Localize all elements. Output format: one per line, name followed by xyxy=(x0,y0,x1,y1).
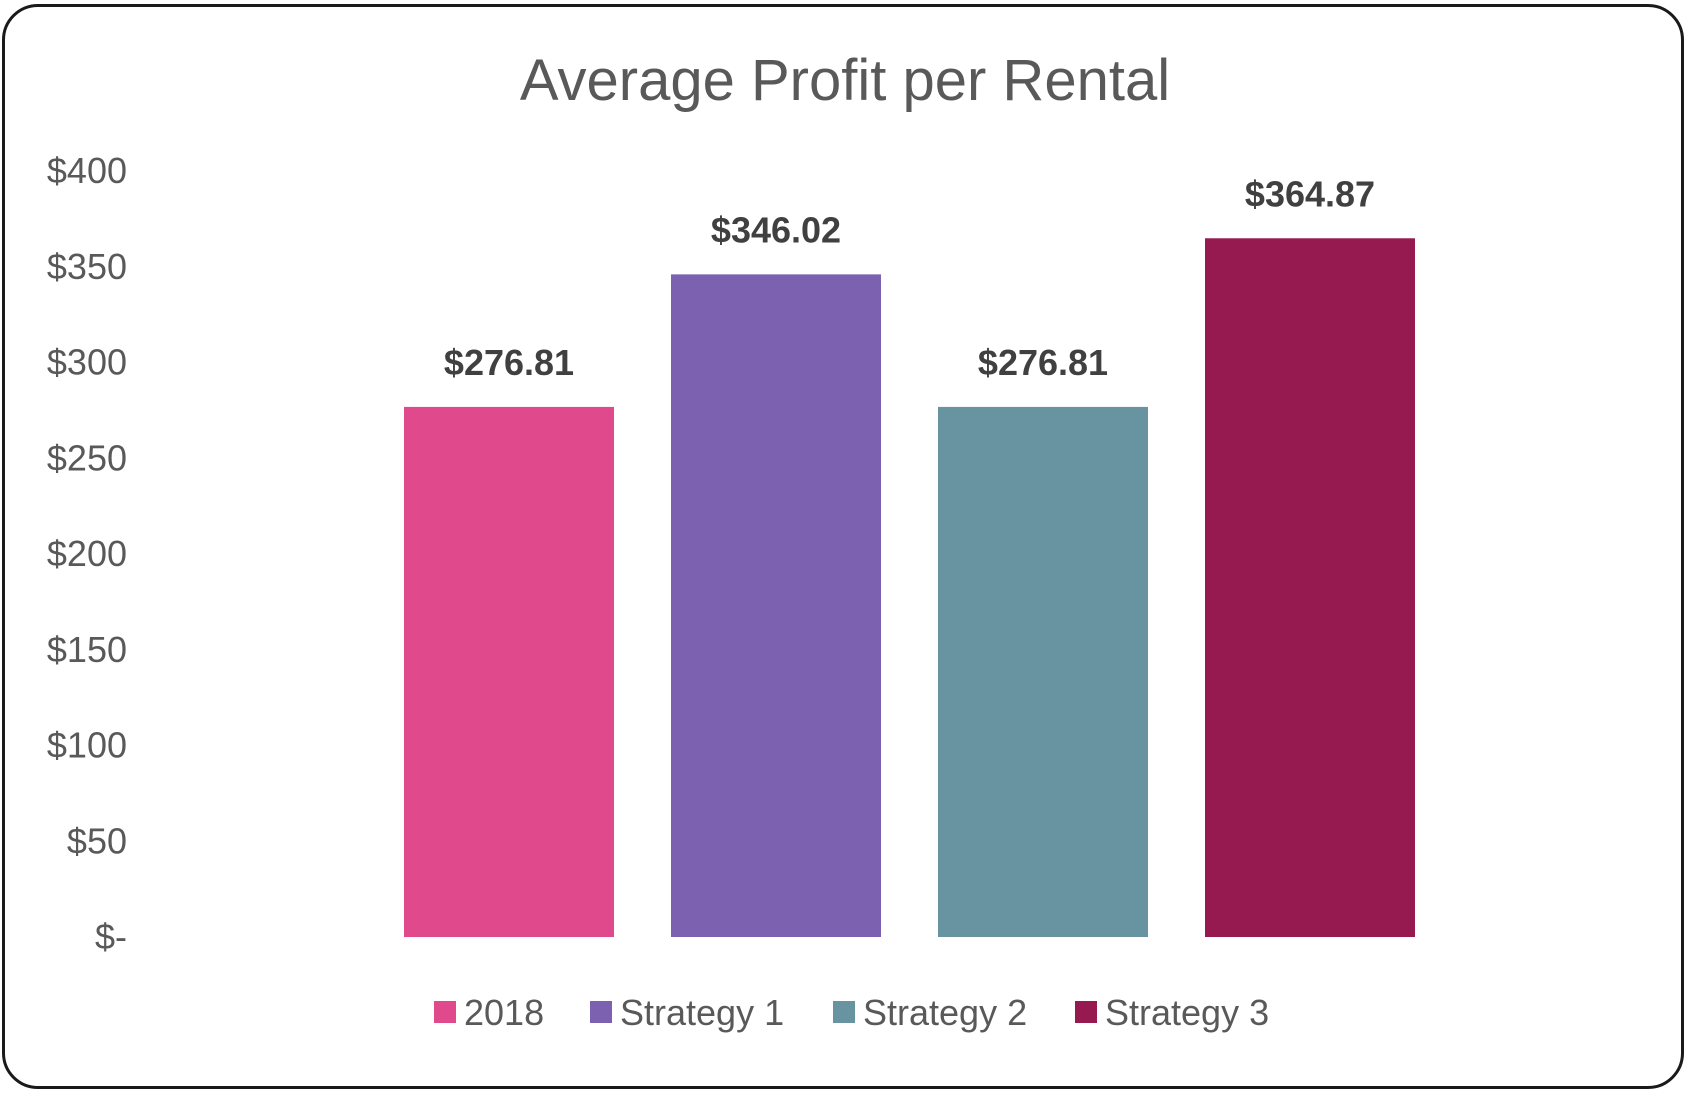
y-tick-label: $200 xyxy=(47,533,127,574)
legend-label: Strategy 3 xyxy=(1105,992,1269,1033)
bar-strategy-2 xyxy=(938,406,1148,938)
y-tick-label: $150 xyxy=(47,629,127,670)
legend: 2018 Strategy 1 Strategy 2 Strategy 3 xyxy=(434,992,1269,1033)
bar-strategy-1 xyxy=(671,274,881,937)
data-label: $364.87 xyxy=(1245,173,1375,214)
legend-swatch xyxy=(1075,1001,1097,1023)
legend-label: Strategy 1 xyxy=(620,992,784,1033)
legend-swatch xyxy=(590,1001,612,1023)
y-tick-label: $100 xyxy=(47,725,127,766)
y-tick-label: $250 xyxy=(47,437,127,478)
data-label: $346.02 xyxy=(711,209,841,250)
data-label: $276.81 xyxy=(978,342,1108,383)
y-axis: $- $50 $100 $150 $200 $250 $300 $350 $400 xyxy=(47,150,127,957)
y-tick-label: $350 xyxy=(47,246,127,287)
legend-swatch xyxy=(434,1001,456,1023)
legend-swatch xyxy=(833,1001,855,1023)
bars xyxy=(404,238,1415,938)
chart-title: Average Profit per Rental xyxy=(520,48,1170,113)
y-tick-label: $- xyxy=(95,916,127,957)
data-label: $276.81 xyxy=(444,342,574,383)
legend-label: 2018 xyxy=(464,992,544,1033)
data-labels: $276.81 $346.02 $276.81 $364.87 xyxy=(444,173,1375,383)
bar-2018 xyxy=(404,406,614,938)
y-tick-label: $400 xyxy=(47,150,127,191)
y-tick-label: $300 xyxy=(47,342,127,383)
y-tick-label: $50 xyxy=(67,820,127,861)
bar-strategy-3 xyxy=(1205,238,1415,938)
legend-label: Strategy 2 xyxy=(863,992,1027,1033)
